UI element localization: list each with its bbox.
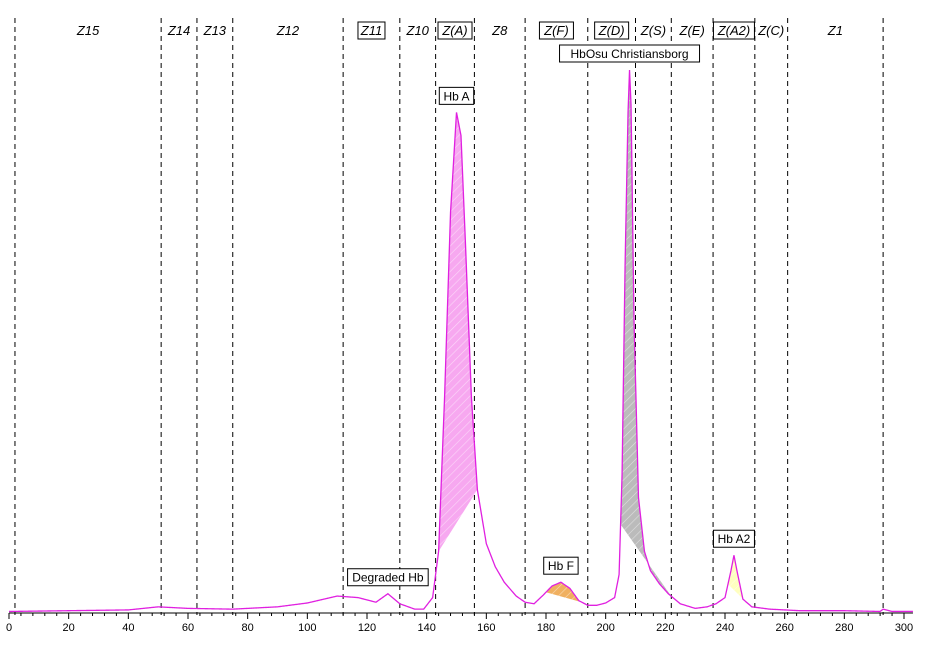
zone-label: Z(A) [441,23,467,38]
peak-area [727,555,746,602]
x-tick-label: 160 [477,622,495,634]
trace-group [8,69,913,613]
zone-label: Z(D) [598,23,625,38]
peak-label: Degraded Hb [352,571,424,585]
zone-label: Z11 [360,23,382,38]
x-tick-label: 20 [63,622,75,634]
zone-label: Z(F) [543,23,569,38]
peak-label-box [347,568,429,587]
x-tick-label: 260 [775,622,793,634]
zone-label-box [594,21,630,40]
zone-label: Z13 [203,23,227,38]
zone-label: Z10 [406,23,430,38]
x-tick-label: 0 [6,622,12,634]
peak-label-box [712,529,755,548]
zone-label: Z(C) [757,23,784,38]
x-tick-label: 300 [895,622,913,634]
x-tick-label: 280 [835,622,853,634]
zone-boundary-lines [14,18,884,615]
zone-label-box [712,21,755,40]
peak-label: Hb A2 [718,532,751,546]
x-tick-label: 140 [417,622,435,634]
zone-label: Z(S) [640,23,666,38]
peak-area [546,582,582,603]
x-tick-label: 200 [596,622,614,634]
zone-label: Z12 [276,23,300,38]
zone-label-box [538,21,574,40]
x-tick-label: 240 [716,622,734,634]
zone-label: Z(E) [679,23,705,38]
x-tick-label: 40 [122,622,134,634]
peak-label-box [543,556,579,575]
x-tick-label: 120 [358,622,376,634]
peak-label-box [559,44,701,63]
peak-labels: Degraded Hb Hb A Hb F HbOsu Christiansborg H… [347,44,755,587]
peak-area [620,70,672,597]
x-axis: 0 20 40 60 80 100 120 140 160 180 200 220 240 260 280 3… [6,612,913,634]
x-tick-label: 180 [537,622,555,634]
peak-fills [438,70,746,603]
peak-label-box [438,86,475,105]
peak-label: Hb F [548,559,574,573]
zone-label-box [357,21,386,40]
zone-label: Z(A2) [717,23,751,38]
zone-label: Z8 [491,23,508,38]
zone-label: Z1 [827,23,843,38]
peak-label: Hb A [443,89,469,103]
zone-label: Z15 [76,23,100,38]
x-tick-label: 220 [656,622,674,634]
x-tick-label: 60 [182,622,194,634]
x-tick-label: 100 [298,622,316,634]
zone-label: Z14 [167,23,190,38]
zone-labels: Z15 Z14 Z13 Z12 Z11 Z10 Z(A) Z8 Z(F) Z(D) Z(S) Z(E)… [76,21,843,40]
peak-area [438,112,478,552]
trace-line [8,69,913,613]
zone-label-box [437,21,473,40]
x-tick-label: 80 [242,622,254,634]
peak-label: HbOsu Christiansborg [571,47,689,61]
